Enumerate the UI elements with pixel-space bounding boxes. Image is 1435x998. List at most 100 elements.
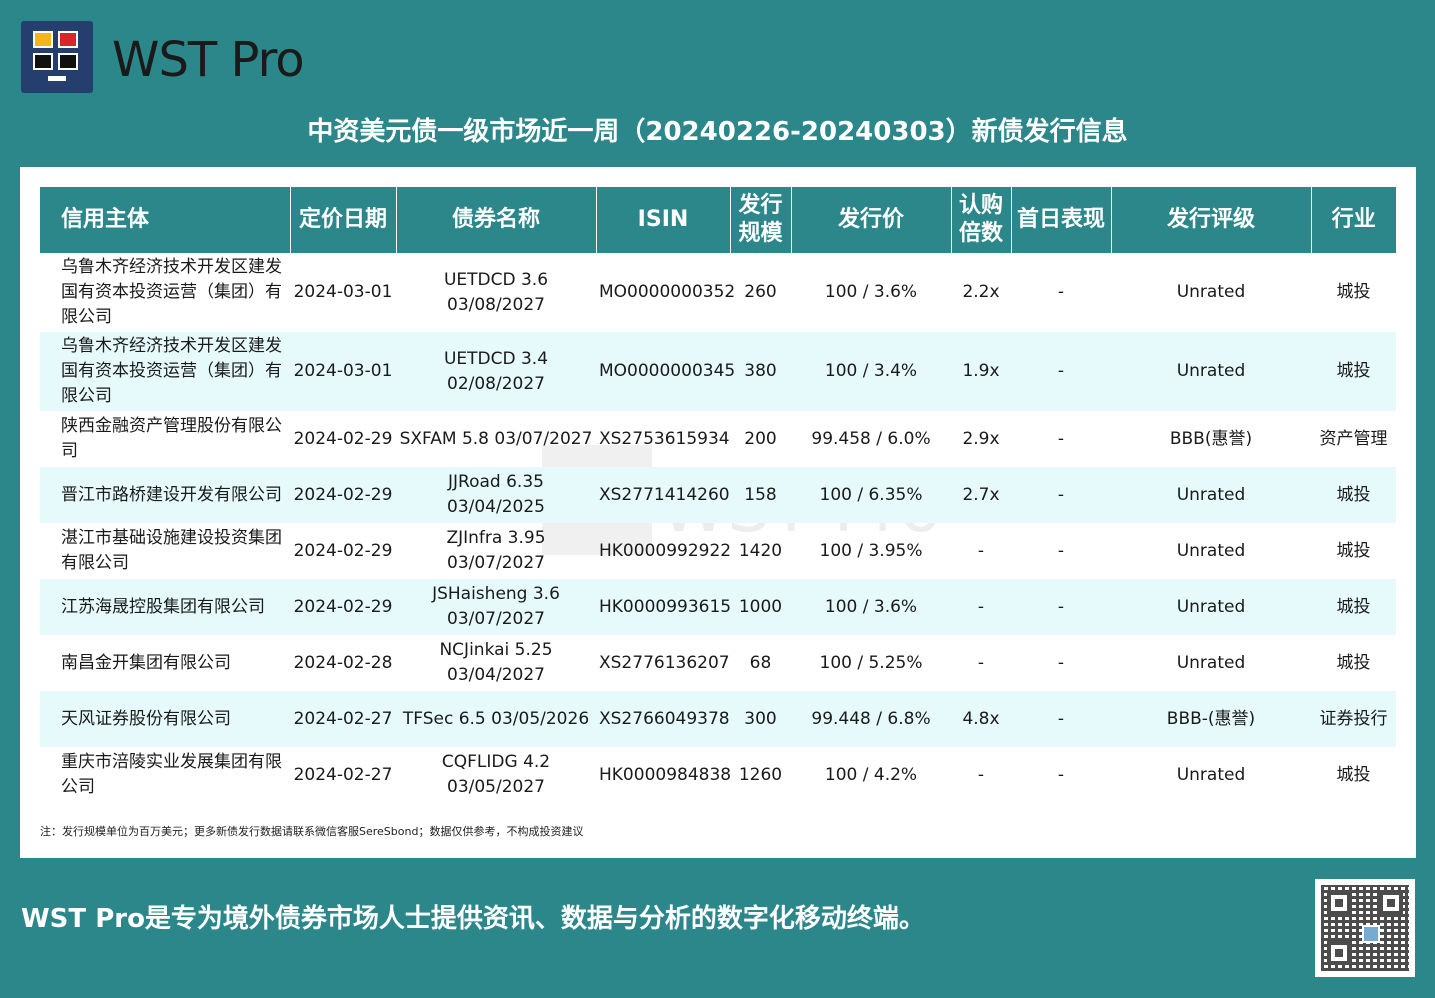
cell-size: 158: [730, 467, 791, 523]
cell-industry: 城投: [1311, 467, 1396, 523]
cell-industry: 城投: [1336, 282, 1371, 302]
cell-rating: Unrated: [1111, 579, 1311, 635]
cell-date: 2024-02-29: [290, 467, 396, 523]
cell-industry: 城投: [1311, 579, 1396, 635]
cell-bond: TFSec 6.5 03/05/2026: [396, 691, 596, 747]
cell-first-day: -: [1057, 652, 1065, 673]
cell-issuer: 重庆市涪陵实业发展集团有限公司: [61, 752, 282, 797]
cell-isin: XS2776136207: [599, 652, 730, 673]
cell-size: 300: [730, 691, 791, 747]
cell-industry: 城投: [1336, 764, 1371, 785]
new-bond-table: 信用主体 定价日期 债券名称 ISIN 发行 规模 发行价 认购 倍数 首日表现 发…: [40, 187, 1396, 803]
cell-price: 100 / 5.25%: [819, 652, 923, 673]
table-row: 乌鲁木齐经济技术开发区建发国有资本投资运营（集团）有限公司 2024-03-01…: [40, 332, 1396, 411]
cell-price: 100 / 3.6%: [791, 579, 951, 635]
cell-price: 100 / 4.2%: [824, 764, 918, 785]
cell-first-day: -: [1011, 467, 1111, 523]
table-row: 重庆市涪陵实业发展集团有限公司 2024-02-27 CQFLIDG 4.2 0…: [40, 747, 1396, 803]
table-header-row: 信用主体 定价日期 债券名称 ISIN 发行 规模 发行价 认购 倍数 首日表现 发…: [40, 187, 1396, 253]
cell-date: 2024-02-29: [293, 540, 393, 561]
table-row: 陕西金融资产管理股份有限公司 2024-02-29 SXFAM 5.8 03/0…: [40, 411, 1396, 467]
cell-size: 68: [749, 652, 772, 673]
cell-rating: Unrated: [1176, 764, 1246, 785]
table-row: 乌鲁木齐经济技术开发区建发国有资本投资运营（集团）有限公司 2024-03-01…: [40, 253, 1396, 332]
cell-date: 2024-03-01: [293, 282, 393, 302]
cell-price: 100 / 6.35%: [791, 467, 951, 523]
cell-issuer: 南昌金开集团有限公司: [61, 652, 231, 673]
col-header-size: 发行 规模: [730, 187, 792, 253]
col-header-issuer: 信用主体: [40, 187, 291, 253]
cell-first-day: -: [1057, 764, 1065, 785]
cell-bond: ZJInfra 3.95 03/07/2027: [446, 528, 546, 573]
cell-isin: HK0000993615: [596, 579, 731, 635]
cell-subscription: 4.8x: [951, 691, 1011, 747]
col-header-first-day: 首日表现: [1011, 187, 1112, 253]
cell-issuer: 乌鲁木齐经济技术开发区建发国有资本投资运营（集团）有限公司: [40, 332, 290, 411]
cell-industry: 资产管理: [1319, 428, 1388, 449]
cell-issuer: 乌鲁木齐经济技术开发区建发国有资本投资运营（集团）有限公司: [61, 257, 282, 327]
cell-rating: Unrated: [1111, 332, 1311, 411]
cell-bond: JSHaisheng 3.6 03/07/2027: [396, 579, 596, 635]
cell-size: 1000: [730, 579, 791, 635]
cell-date: 2024-02-28: [293, 652, 393, 673]
col-header-industry: 行业: [1311, 187, 1396, 253]
cell-price: 100 / 3.4%: [791, 332, 951, 411]
cell-rating: Unrated: [1111, 467, 1311, 523]
cell-subscription: 1.9x: [951, 332, 1011, 411]
cell-industry: 证券投行: [1311, 691, 1396, 747]
table-row: 天风证券股份有限公司 2024-02-27 TFSec 6.5 03/05/20…: [40, 691, 1396, 747]
cell-date: 2024-02-27: [293, 764, 393, 785]
cell-issuer: 天风证券股份有限公司: [40, 691, 290, 747]
cell-first-day: -: [1057, 282, 1065, 302]
cell-size: 1260: [738, 764, 783, 785]
cell-rating: Unrated: [1176, 652, 1246, 673]
cell-isin: XS2771414260: [596, 467, 730, 523]
cell-isin: HK0000992922: [599, 540, 732, 561]
table-row: 湛江市基础设施建设投资集团有限公司 2024-02-29 ZJInfra 3.9…: [40, 523, 1396, 579]
col-header-bond: 债券名称: [396, 187, 597, 253]
cell-isin: MO0000000345: [596, 332, 735, 411]
cell-issuer: 陕西金融资产管理股份有限公司: [61, 416, 282, 461]
cell-bond: UETDCD 3.6 03/08/2027: [443, 269, 549, 315]
col-header-price: 发行价: [791, 187, 952, 253]
table-row: 南昌金开集团有限公司 2024-02-28 NCJinkai 5.25 03/0…: [40, 635, 1396, 691]
brand-name: WST Pro: [112, 32, 305, 88]
cell-price: 99.458 / 6.0%: [811, 428, 931, 449]
cell-bond: UETDCD 3.4 02/08/2027: [396, 332, 596, 411]
cell-bond: CQFLIDG 4.2 03/05/2027: [441, 752, 551, 797]
cell-industry: 城投: [1336, 540, 1371, 561]
cell-industry: 城投: [1336, 652, 1371, 673]
cell-rating: BBB(惠誉): [1169, 428, 1253, 449]
table-row: 江苏海晟控股集团有限公司 2024-02-29 JSHaisheng 3.6 0…: [40, 579, 1396, 635]
cell-size: 200: [744, 428, 777, 449]
cell-first-day: -: [1057, 428, 1065, 449]
cell-bond: NCJinkai 5.25 03/04/2027: [439, 640, 553, 685]
qr-code-icon[interactable]: [1315, 879, 1415, 977]
cell-date: 2024-02-29: [290, 579, 396, 635]
cell-subscription: -: [977, 652, 985, 673]
cell-isin: XS2766049378: [596, 691, 730, 747]
page-title: 中资美元债一级市场近一周（20240226-20240303）新债发行信息: [307, 117, 1128, 147]
cell-rating: BBB-(惠誉): [1111, 691, 1311, 747]
cell-date: 2024-02-29: [293, 428, 393, 449]
cell-issuer: 江苏海晟控股集团有限公司: [40, 579, 290, 635]
cell-subscription: -: [977, 540, 985, 561]
cell-size: 380: [730, 332, 791, 411]
col-header-isin: ISIN: [596, 187, 731, 253]
col-header-date: 定价日期: [290, 187, 397, 253]
cell-size: 1420: [738, 540, 783, 561]
cell-isin: HK0000984838: [599, 764, 732, 785]
cell-first-day: -: [1011, 579, 1111, 635]
cell-isin: MO0000000352: [599, 282, 736, 302]
cell-first-day: -: [1011, 332, 1111, 411]
cell-rating: Unrated: [1176, 540, 1246, 561]
cell-subscription: 2.2x: [962, 282, 1000, 302]
table-row: 晋江市路桥建设开发有限公司 2024-02-29 JJRoad 6.35 03/…: [40, 467, 1396, 523]
col-header-subscription: 认购 倍数: [951, 187, 1012, 253]
cell-issuer: 晋江市路桥建设开发有限公司: [40, 467, 290, 523]
cell-subscription: -: [951, 579, 1011, 635]
cell-industry: 城投: [1311, 332, 1396, 411]
cell-first-day: -: [1011, 691, 1111, 747]
cell-subscription: 2.9x: [962, 428, 1000, 449]
cell-subscription: -: [977, 764, 985, 785]
